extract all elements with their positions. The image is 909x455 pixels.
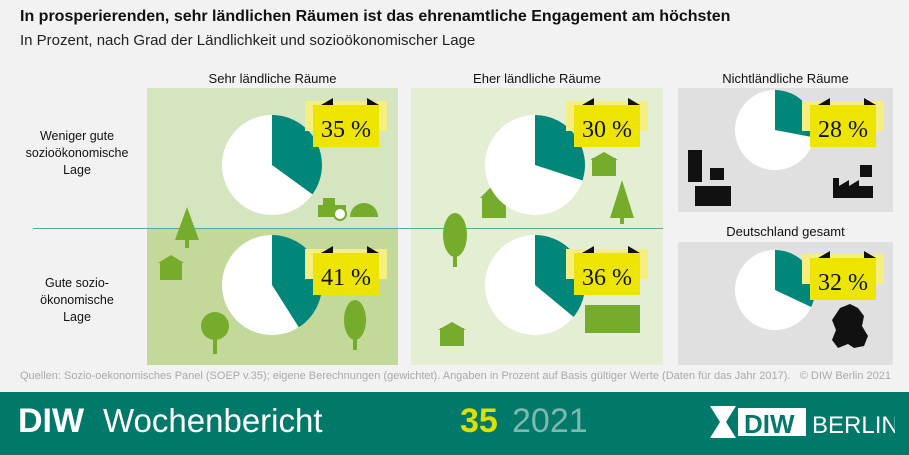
column-header-sehr-laendlich: Sehr ländliche Räume xyxy=(208,71,337,86)
house-icon xyxy=(438,322,466,346)
row-label-weniger-gute-lage: Weniger gute sozioökonomische Lage xyxy=(12,128,142,179)
label-corner xyxy=(628,246,640,253)
value-label-box xyxy=(313,105,379,147)
column-header-nichtlaendlich: Nichtländliche Räume xyxy=(722,71,849,86)
diw-berlin-logo: DIW BERLIN xyxy=(710,406,895,438)
copyright: © DIW Berlin 2021 xyxy=(799,370,891,382)
label-corner xyxy=(367,246,379,253)
house-icon xyxy=(590,152,618,176)
pie-chart-area: 35 % 30 % 28 % 41 % 36 % 32 % xyxy=(158,89,884,354)
house-icon xyxy=(860,165,872,177)
value-label: 36 % xyxy=(582,265,632,291)
label-corner xyxy=(864,98,876,105)
footer-year: 2021 xyxy=(512,402,588,440)
house-icon xyxy=(710,168,724,180)
pie-slice xyxy=(535,115,585,181)
row-label-gute-lage: Gute sozio- ökonomische Lage xyxy=(12,275,142,326)
label-corner xyxy=(367,98,379,105)
value-label-box xyxy=(574,105,640,147)
tree-icon xyxy=(610,180,634,224)
tree-icon xyxy=(344,300,366,350)
row-label-line: Gute sozio- xyxy=(45,276,109,290)
pie-slice xyxy=(272,115,322,195)
row-label-line: Lage xyxy=(63,310,91,324)
label-corner xyxy=(818,251,830,258)
svg-text:DIW: DIW xyxy=(744,409,795,438)
value-label: 28 % xyxy=(818,117,868,143)
row-label-line: sozioökonomische xyxy=(25,146,129,160)
footer-bar: DIW Wochenbericht 35 2021 DIW BERLIN xyxy=(0,392,909,455)
row-label-line: ökonomische xyxy=(40,293,114,307)
svg-text:BERLIN: BERLIN xyxy=(812,412,895,438)
footer-publication: Wochenbericht xyxy=(103,402,323,439)
label-corner xyxy=(864,251,876,258)
value-label: 35 % xyxy=(321,117,371,143)
value-label: 30 % xyxy=(582,117,632,143)
label-corner xyxy=(582,246,594,253)
label-corner xyxy=(582,98,594,105)
value-label: 41 % xyxy=(321,265,371,291)
decor-icons xyxy=(158,152,640,354)
footer-issue: 35 xyxy=(460,402,498,440)
label-corner xyxy=(628,98,640,105)
column-header-deutschland: Deutschland gesamt xyxy=(726,224,845,239)
tree-icon xyxy=(201,312,229,354)
value-label-box xyxy=(313,253,379,295)
value-label-box xyxy=(574,253,640,295)
value-label-box xyxy=(810,105,876,147)
building-icon xyxy=(688,150,702,182)
factory-icon xyxy=(833,178,873,198)
row-label-line: Lage xyxy=(63,163,91,177)
tree-icon xyxy=(443,213,467,267)
house-icon xyxy=(158,255,184,280)
germany-map-icon xyxy=(832,304,868,348)
tree-icon xyxy=(175,207,199,248)
chart-title: In prosperierenden, sehr ländlichen Räum… xyxy=(20,8,731,25)
building-icon xyxy=(585,305,640,333)
label-corner xyxy=(321,98,333,105)
column-header-eher-laendlich: Eher ländliche Räume xyxy=(473,71,601,86)
label-corner xyxy=(818,98,830,105)
source-note: Quellen: Sozio-oekonomisches Panel (SOEP… xyxy=(20,370,791,382)
label-corner xyxy=(321,246,333,253)
footer-brand: DIW xyxy=(18,402,85,440)
chart-subtitle: In Prozent, nach Grad der Ländlichkeit u… xyxy=(20,32,476,49)
value-label-box xyxy=(810,258,876,300)
value-label: 32 % xyxy=(818,270,868,296)
row-label-line: Weniger gute xyxy=(39,129,115,143)
building-icon xyxy=(695,186,731,206)
city-icons xyxy=(688,150,873,348)
row-divider xyxy=(33,228,663,229)
tractor-icon xyxy=(318,198,378,221)
